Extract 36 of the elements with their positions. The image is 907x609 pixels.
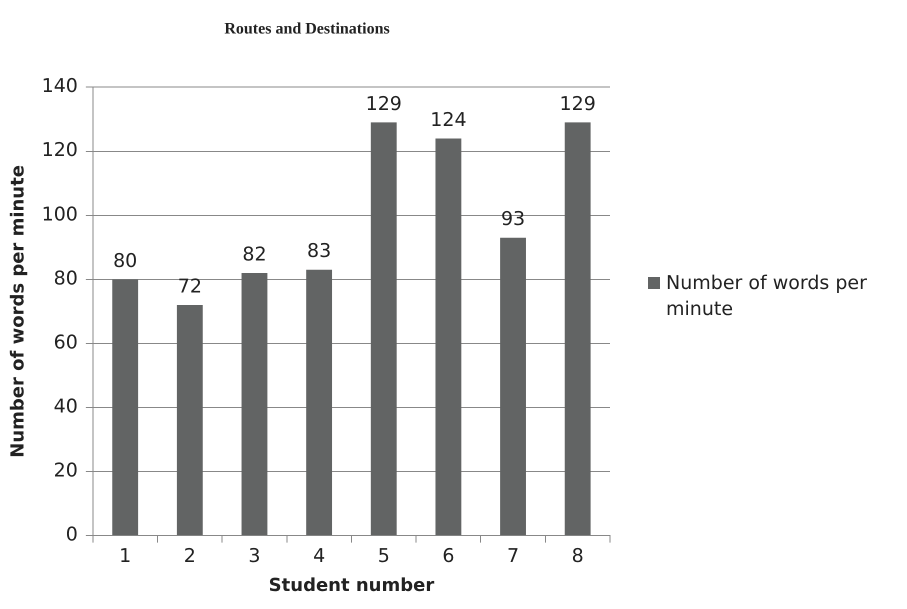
- data-label: 82: [242, 243, 267, 266]
- y-tick-label: 120: [42, 139, 78, 162]
- bar: [112, 279, 138, 536]
- legend-label: Number of words per minute: [666, 271, 868, 322]
- bar: [500, 238, 526, 536]
- data-label: 72: [178, 275, 202, 298]
- bar: [242, 272, 268, 536]
- x-tick-label: 4: [313, 544, 326, 567]
- x-tick-label: 2: [184, 544, 196, 567]
- bar: [176, 304, 203, 536]
- y-tick-label: 0: [66, 524, 78, 546]
- y-tick-label: 80: [54, 267, 78, 290]
- x-axis-title: Student number: [268, 574, 434, 596]
- data-label: 83: [307, 240, 332, 262]
- data-label: 129: [366, 92, 402, 115]
- y-tick-label: 40: [54, 395, 78, 418]
- data-label: 129: [560, 92, 596, 115]
- bar: [306, 270, 332, 536]
- x-tick-label: 5: [378, 544, 390, 567]
- data-label: 80: [113, 250, 138, 272]
- data-label: 93: [500, 208, 526, 230]
- x-tick-label: 1: [119, 544, 132, 567]
- x-tick-label: 7: [506, 544, 520, 567]
- x-tick-label: 3: [248, 544, 261, 567]
- bar: [370, 122, 397, 536]
- chart-title: Routes and Destinations: [224, 20, 390, 38]
- x-tick-label: 8: [572, 544, 584, 567]
- y-tick-label: 60: [54, 331, 78, 354]
- y-axis-title: Number of words per minute: [7, 165, 28, 458]
- y-tick-label: 20: [54, 459, 78, 482]
- data-label: 124: [430, 108, 467, 131]
- y-tick-label: 100: [42, 203, 78, 226]
- bar: [564, 122, 591, 536]
- x-tick-label: 6: [442, 544, 454, 567]
- y-tick-label: 140: [42, 75, 78, 98]
- bar: [435, 138, 462, 536]
